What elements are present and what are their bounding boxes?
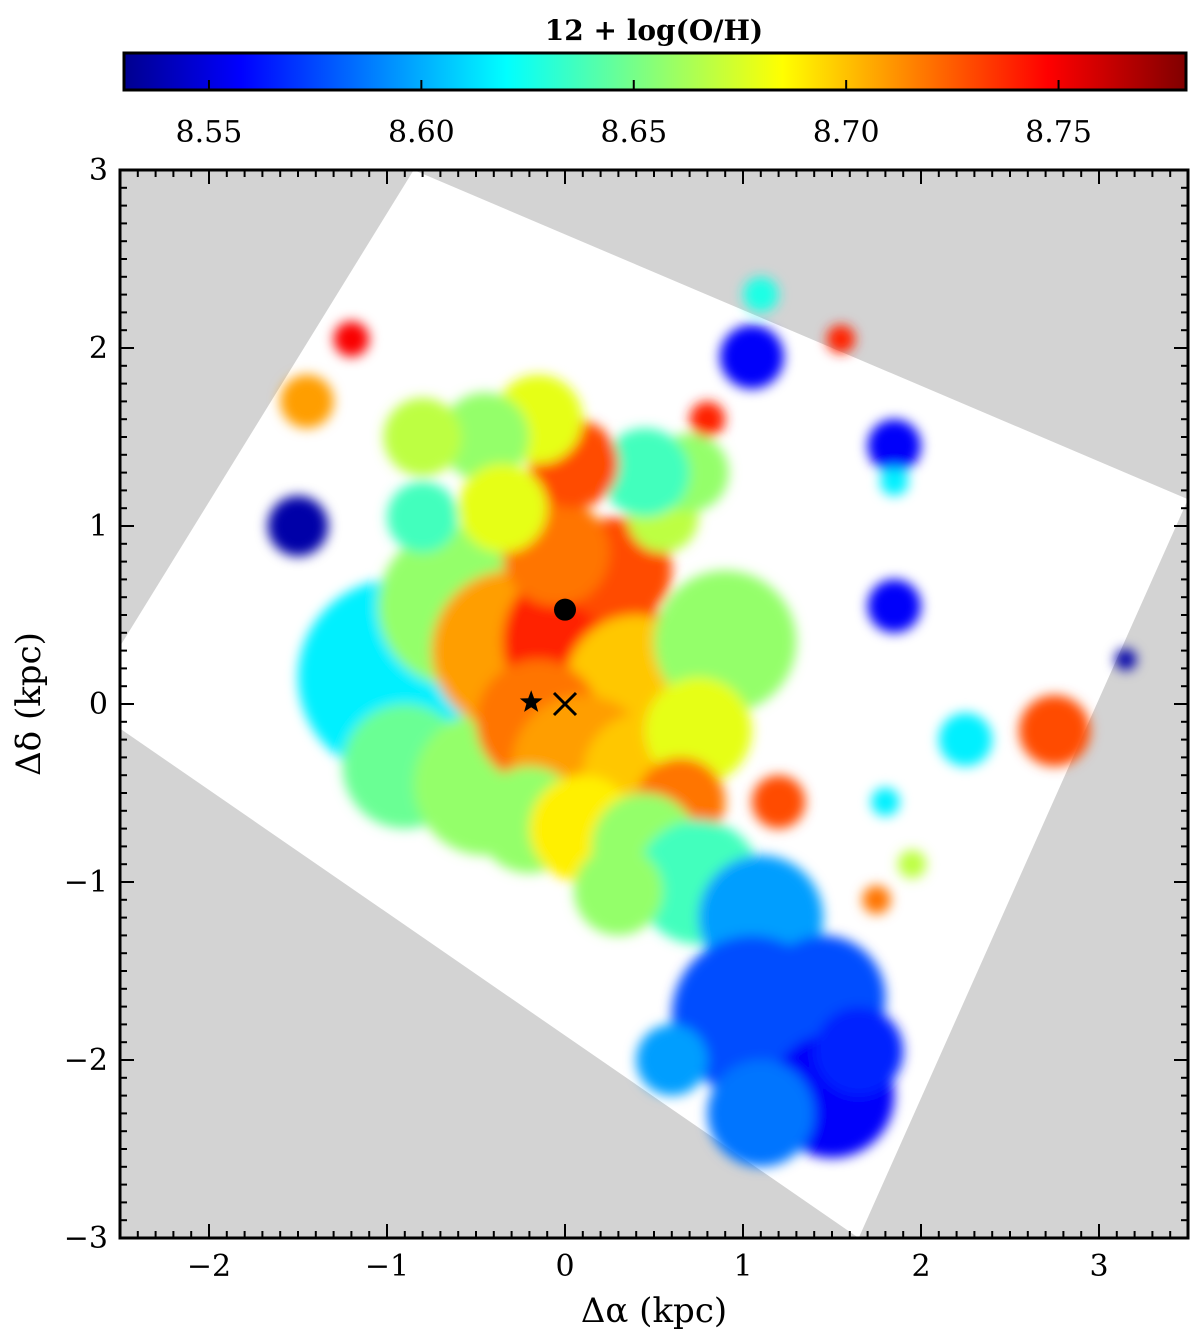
abundance-region-43: [867, 579, 921, 633]
colorbar-ticks: 8.55 8.60 8.65 8.70 8.75: [176, 80, 1092, 150]
y-tick-label: −1: [64, 865, 108, 900]
y-tick-label: 1: [89, 509, 108, 544]
cross-marker: [552, 691, 578, 717]
abundance-region-32: [440, 392, 530, 482]
abundance-region-35: [387, 481, 459, 553]
axis-ticks: −2 −1 0 1 2 3 −3 −2 −1 0 1 2 3: [64, 153, 1189, 1284]
colorbar-tick-label: 8.65: [600, 115, 667, 150]
y-tick-label: −3: [64, 1221, 108, 1256]
abundance-region-46: [938, 712, 993, 767]
y-tick-label: 0: [89, 687, 108, 722]
abundance-region-38: [267, 495, 329, 557]
abundance-regions: [267, 276, 1137, 1167]
abundance-region-42: [867, 419, 921, 473]
abundance-region-48: [689, 401, 726, 438]
colorbar-tick-label: 8.55: [176, 115, 243, 150]
abundance-region-41: [826, 324, 856, 354]
abundance-region-44: [871, 787, 900, 817]
x-tick-label: −1: [365, 1249, 409, 1284]
abundance-region-37: [333, 321, 370, 357]
abundance-region-49: [862, 885, 891, 915]
abundance-region-34: [458, 463, 548, 553]
abundance-region-39: [719, 324, 784, 389]
abundance-region-26: [636, 1024, 708, 1096]
markers: [519, 598, 578, 717]
abundance-region-25: [814, 1006, 904, 1096]
abundance-region-40: [743, 276, 779, 313]
x-axis-title: Δα (kpc): [581, 1291, 727, 1331]
x-tick-label: 2: [911, 1249, 930, 1284]
abundance-region-12: [654, 570, 797, 713]
y-axis-title: Δδ (kpc): [9, 632, 49, 776]
y-tick-label: −2: [64, 1043, 108, 1078]
abundance-region-29: [600, 428, 690, 518]
abundance-region-19: [573, 846, 663, 936]
x-tick-label: 1: [733, 1249, 752, 1284]
x-tick-label: 0: [555, 1249, 574, 1284]
colorbar-tick-label: 8.60: [388, 115, 455, 150]
abundance-region-36: [280, 374, 334, 429]
abundance-region-13: [645, 677, 752, 785]
x-tick-label: 3: [1089, 1249, 1108, 1284]
abundance-region-50: [897, 849, 927, 879]
abundance-region-51: [751, 775, 806, 829]
colorbar: 12 + log(O/H) 8.55 8.60 8.65 8.70 8.75: [122, 14, 1188, 150]
y-tick-label: 3: [89, 153, 108, 188]
plot-area: [120, 170, 1188, 1238]
abundance-region-45: [1018, 695, 1091, 767]
x-tick-label: −2: [187, 1249, 231, 1284]
abundance-region-47: [1115, 648, 1137, 671]
colorbar-tick-label: 8.70: [813, 115, 880, 150]
abundance-region-24: [707, 1060, 815, 1167]
y-tick-label: 2: [89, 331, 108, 366]
abundance-region-33: [383, 397, 462, 477]
circle-marker: [554, 598, 576, 621]
star-marker: [519, 690, 543, 712]
colorbar-gradient: [122, 51, 1188, 92]
colorbar-tick-label: 8.75: [1025, 115, 1092, 150]
abundance-region-52: [880, 467, 909, 496]
colorbar-title: 12 + log(O/H): [545, 14, 763, 47]
